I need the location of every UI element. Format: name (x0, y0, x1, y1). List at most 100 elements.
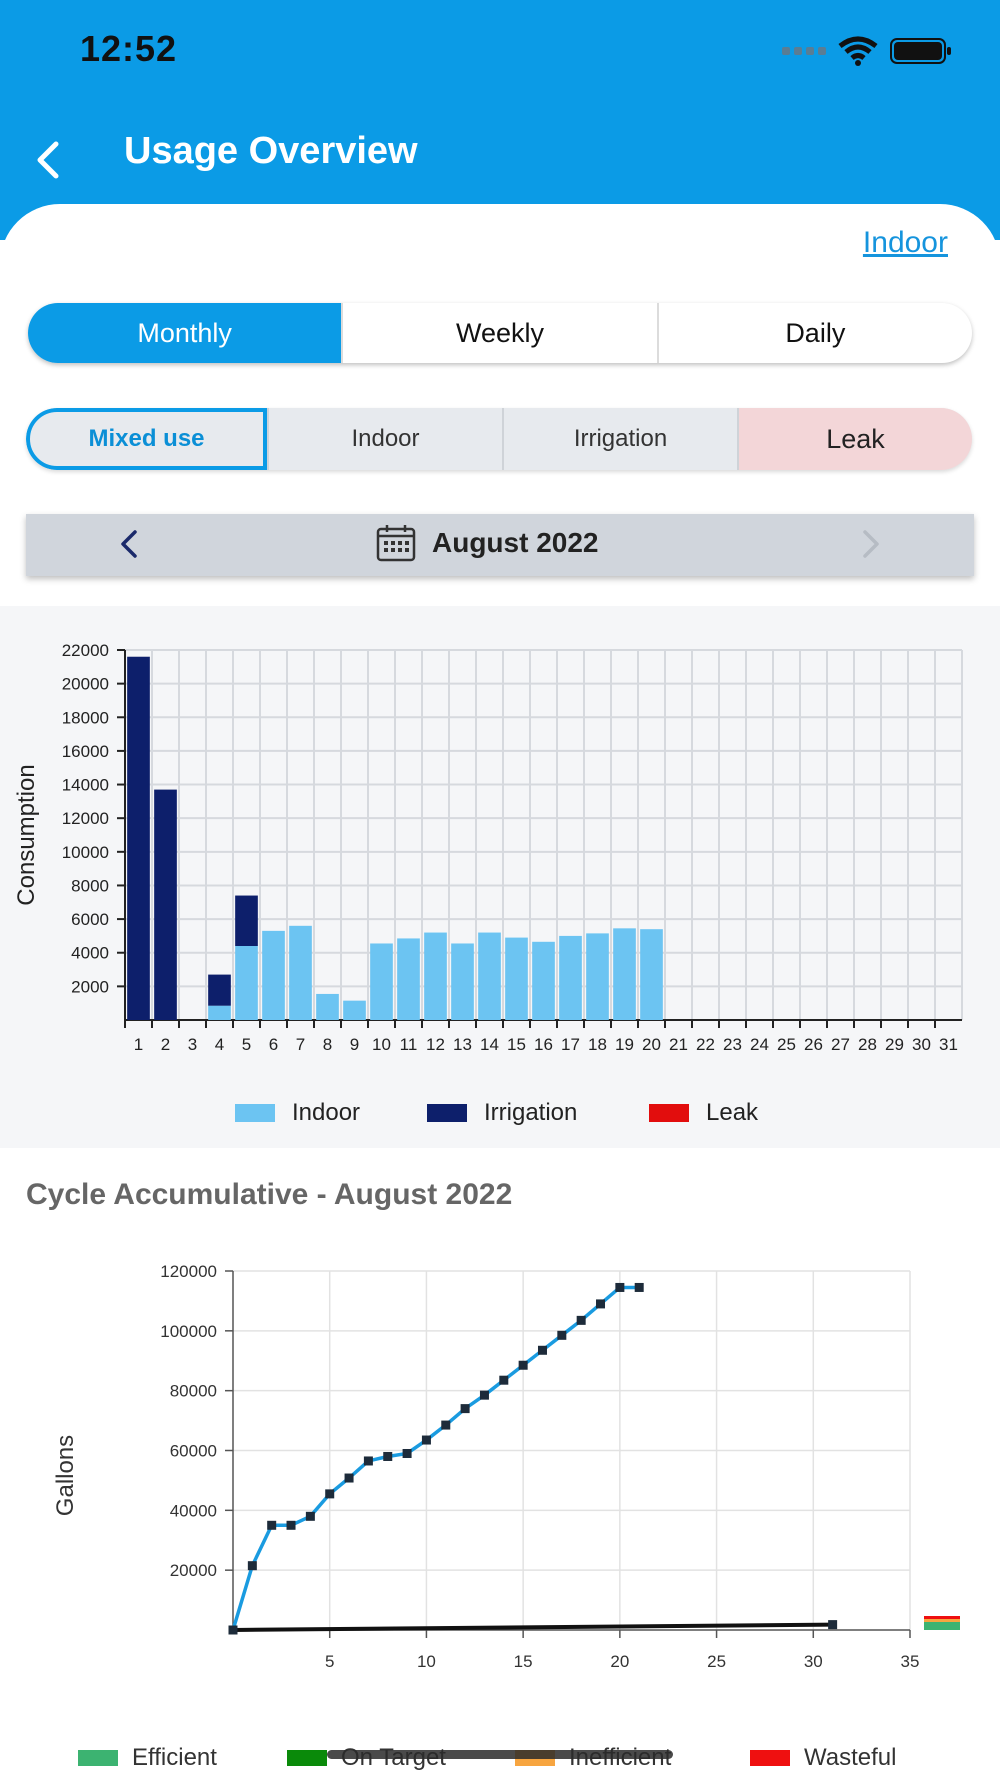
tab-monthly[interactable]: Monthly (28, 303, 342, 363)
legend-item-efficient: Efficient (78, 1744, 217, 1772)
data-point (499, 1375, 509, 1385)
signal-icon (782, 47, 826, 55)
page-title: Usage Overview (124, 130, 418, 172)
period-tabs: Monthly Weekly Daily (28, 303, 972, 363)
x-tick-label: 13 (453, 1035, 472, 1054)
data-point (441, 1420, 451, 1430)
legend-label-indoor: Indoor (292, 1099, 360, 1126)
x-tick-label: 5 (325, 1652, 334, 1671)
y-tick-label: 20000 (170, 1561, 217, 1580)
x-tick-label: 12 (426, 1035, 445, 1054)
x-tick-label: 30 (804, 1652, 823, 1671)
data-point (286, 1520, 296, 1530)
data-point (576, 1315, 586, 1325)
x-tick-label: 8 (323, 1035, 332, 1054)
data-point (634, 1282, 644, 1292)
chevron-left-icon (37, 141, 59, 179)
data-point (325, 1489, 335, 1499)
x-tick-label: 15 (514, 1652, 533, 1671)
x-tick-label: 9 (350, 1035, 359, 1054)
bar-indoor-day-5 (235, 946, 258, 1020)
status-icons (782, 36, 952, 66)
data-point (383, 1451, 393, 1461)
bar-irrigation-day-5 (235, 895, 258, 946)
x-tick-label: 1 (134, 1035, 143, 1054)
x-tick-label: 18 (588, 1035, 607, 1054)
y-tick-label: 4000 (71, 944, 109, 963)
x-tick-label: 4 (215, 1035, 224, 1054)
usage-type-tabs: Mixed use Indoor Irrigation Leak (26, 408, 972, 470)
bar-irrigation-day-4 (208, 974, 231, 1006)
y-tick-label: 6000 (71, 910, 109, 929)
tab-weekly[interactable]: Weekly (341, 303, 656, 363)
bar-indoor-day-19 (613, 928, 636, 1020)
efficiency-bar-efficient (924, 1622, 960, 1630)
bar-indoor-day-16 (532, 941, 555, 1020)
chevron-left-icon (121, 530, 137, 558)
data-point (518, 1360, 528, 1370)
x-tick-label: 25 (707, 1652, 726, 1671)
back-button[interactable] (24, 136, 72, 184)
y-tick-label: 8000 (71, 876, 109, 895)
next-month-button[interactable] (860, 528, 882, 565)
x-tick-label: 10 (417, 1652, 436, 1671)
x-tick-label: 30 (912, 1035, 931, 1054)
bar-indoor-day-4 (208, 1005, 231, 1020)
month-label: August 2022 (432, 527, 599, 558)
calendar-icon (376, 525, 416, 562)
x-tick-label: 29 (885, 1035, 904, 1054)
bar-indoor-day-20 (640, 929, 663, 1020)
data-point (363, 1456, 373, 1466)
data-point (460, 1404, 470, 1414)
y-tick-label: 14000 (62, 776, 109, 795)
x-tick-label: 5 (242, 1035, 251, 1054)
x-tick-label: 20 (642, 1035, 661, 1054)
tab-mixed-use[interactable]: Mixed use (26, 408, 267, 470)
bar-indoor-day-8 (316, 993, 339, 1020)
month-display[interactable]: August 2022 (376, 524, 599, 562)
x-tick-label: 15 (507, 1035, 526, 1054)
efficiency-bar-inefficient (924, 1619, 960, 1622)
x-tick-label: 11 (400, 1035, 418, 1054)
data-point (596, 1299, 606, 1309)
bar-indoor-day-9 (343, 1000, 366, 1020)
data-point (557, 1330, 567, 1340)
legend-swatch-irrigation (427, 1104, 467, 1122)
month-navigator: August 2022 (26, 514, 974, 576)
x-tick-label: 10 (372, 1035, 391, 1054)
y-tick-label: 20000 (62, 675, 109, 694)
legend-item-wasteful: Wasteful (750, 1744, 896, 1772)
previous-month-button[interactable] (118, 528, 140, 565)
efficiency-bar-wasteful (924, 1616, 960, 1619)
efficiency-legend: EfficientOn TargetInefficientWasteful (0, 1740, 1000, 1778)
tab-indoor[interactable]: Indoor (267, 408, 502, 470)
data-point (305, 1511, 315, 1521)
bar-indoor-day-11 (397, 938, 420, 1020)
x-tick-label: 14 (480, 1035, 499, 1054)
x-tick-label: 16 (534, 1035, 553, 1054)
tab-daily[interactable]: Daily (656, 303, 972, 363)
legend-swatch-indoor (235, 1104, 275, 1122)
tab-leak[interactable]: Leak (737, 408, 972, 470)
x-tick-label: 17 (561, 1035, 580, 1054)
data-point (267, 1520, 277, 1530)
legend-swatch (750, 1750, 790, 1766)
y-axis-label: Gallons (52, 1435, 79, 1516)
data-point (344, 1473, 354, 1483)
data-point (247, 1561, 257, 1571)
bar-irrigation-day-2 (154, 789, 177, 1020)
x-tick-label: 25 (777, 1035, 796, 1054)
daily-consumption-chart-panel: 2000 4000 6000 8000 10000 12000 14000 16000 1800… (0, 606, 1000, 1148)
y-tick-label: 18000 (62, 708, 109, 727)
cycle-accumulative-chart: 5 10 15 20 25 30 35 20000 40000 60000 80000 100000 1… (52, 1262, 960, 1671)
x-tick-label: 23 (723, 1035, 742, 1054)
tab-irrigation[interactable]: Irrigation (502, 408, 737, 470)
bar-indoor-day-7 (289, 925, 312, 1020)
legend-swatch (287, 1750, 327, 1766)
indoor-link[interactable]: Indoor (862, 226, 948, 259)
legend-label-irrigation: Irrigation (484, 1099, 577, 1126)
series-line-1 (232, 1622, 833, 1632)
x-tick-label: 7 (296, 1035, 305, 1054)
x-tick-label: 24 (750, 1035, 769, 1054)
data-point (537, 1345, 547, 1355)
